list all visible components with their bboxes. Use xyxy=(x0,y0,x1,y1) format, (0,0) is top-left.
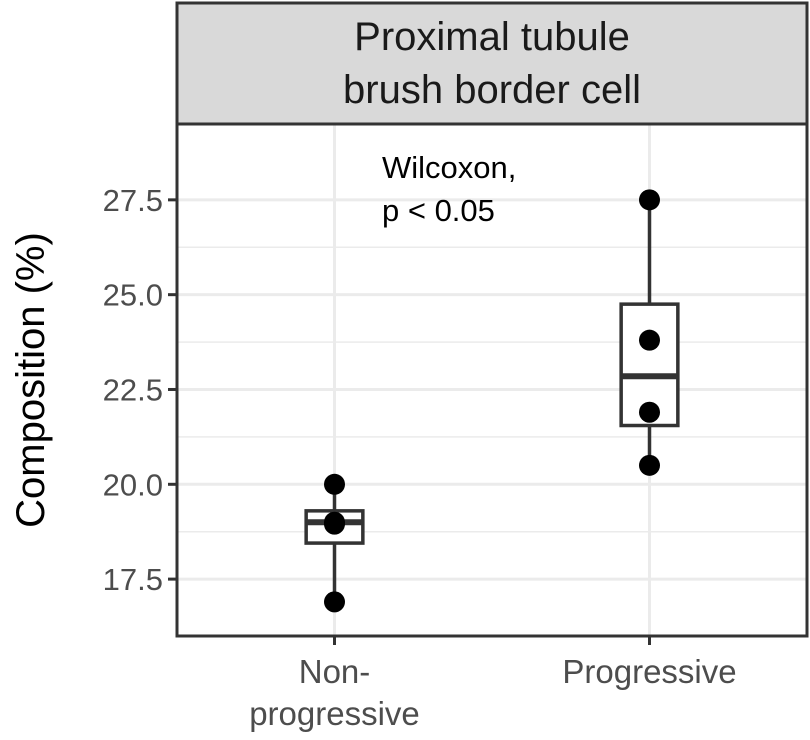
x-tick-label-1-line-0: Progressive xyxy=(562,653,736,690)
annotation-line-1: Wilcoxon, xyxy=(382,150,516,185)
data-points xyxy=(324,189,660,613)
grid-lines xyxy=(177,124,807,636)
facet-title-line-2: brush border cell xyxy=(343,68,641,112)
facet-strip: Proximal tubule brush border cell xyxy=(175,1,809,126)
x-axis: Non-progressive Progressive xyxy=(249,636,737,732)
point-0-0 xyxy=(324,473,345,495)
point-1-2 xyxy=(639,401,660,423)
y-axis-title: Composition (%) xyxy=(9,232,53,528)
point-1-3 xyxy=(639,454,660,476)
x-tick-label-0-line-1: progressive xyxy=(249,695,420,732)
y-tick-label-2: 22.5 xyxy=(103,372,163,407)
point-0-3 xyxy=(324,591,345,613)
statistical-annotation: Wilcoxon, p < 0.05 xyxy=(382,150,516,228)
point-0-2 xyxy=(324,513,345,535)
point-1-0 xyxy=(639,189,660,211)
boxes xyxy=(304,199,680,602)
box-0 xyxy=(304,484,365,602)
x-tick-label-0-line-0: Non- xyxy=(299,653,371,690)
y-tick-label-1: 20.0 xyxy=(103,467,163,502)
y-tick-label-3: 25.0 xyxy=(103,278,163,313)
plot-panel-border xyxy=(175,122,809,638)
facet-strip-background xyxy=(175,1,809,126)
facet-title-line-1: Proximal tubule xyxy=(354,15,630,59)
y-tick-label-0: 17.5 xyxy=(103,562,163,597)
y-axis: 17.5 20.0 22.5 25.0 27.5 xyxy=(103,183,177,597)
point-1-1 xyxy=(639,329,660,351)
y-tick-label-4: 27.5 xyxy=(103,183,163,218)
annotation-line-2: p < 0.05 xyxy=(382,193,495,228)
